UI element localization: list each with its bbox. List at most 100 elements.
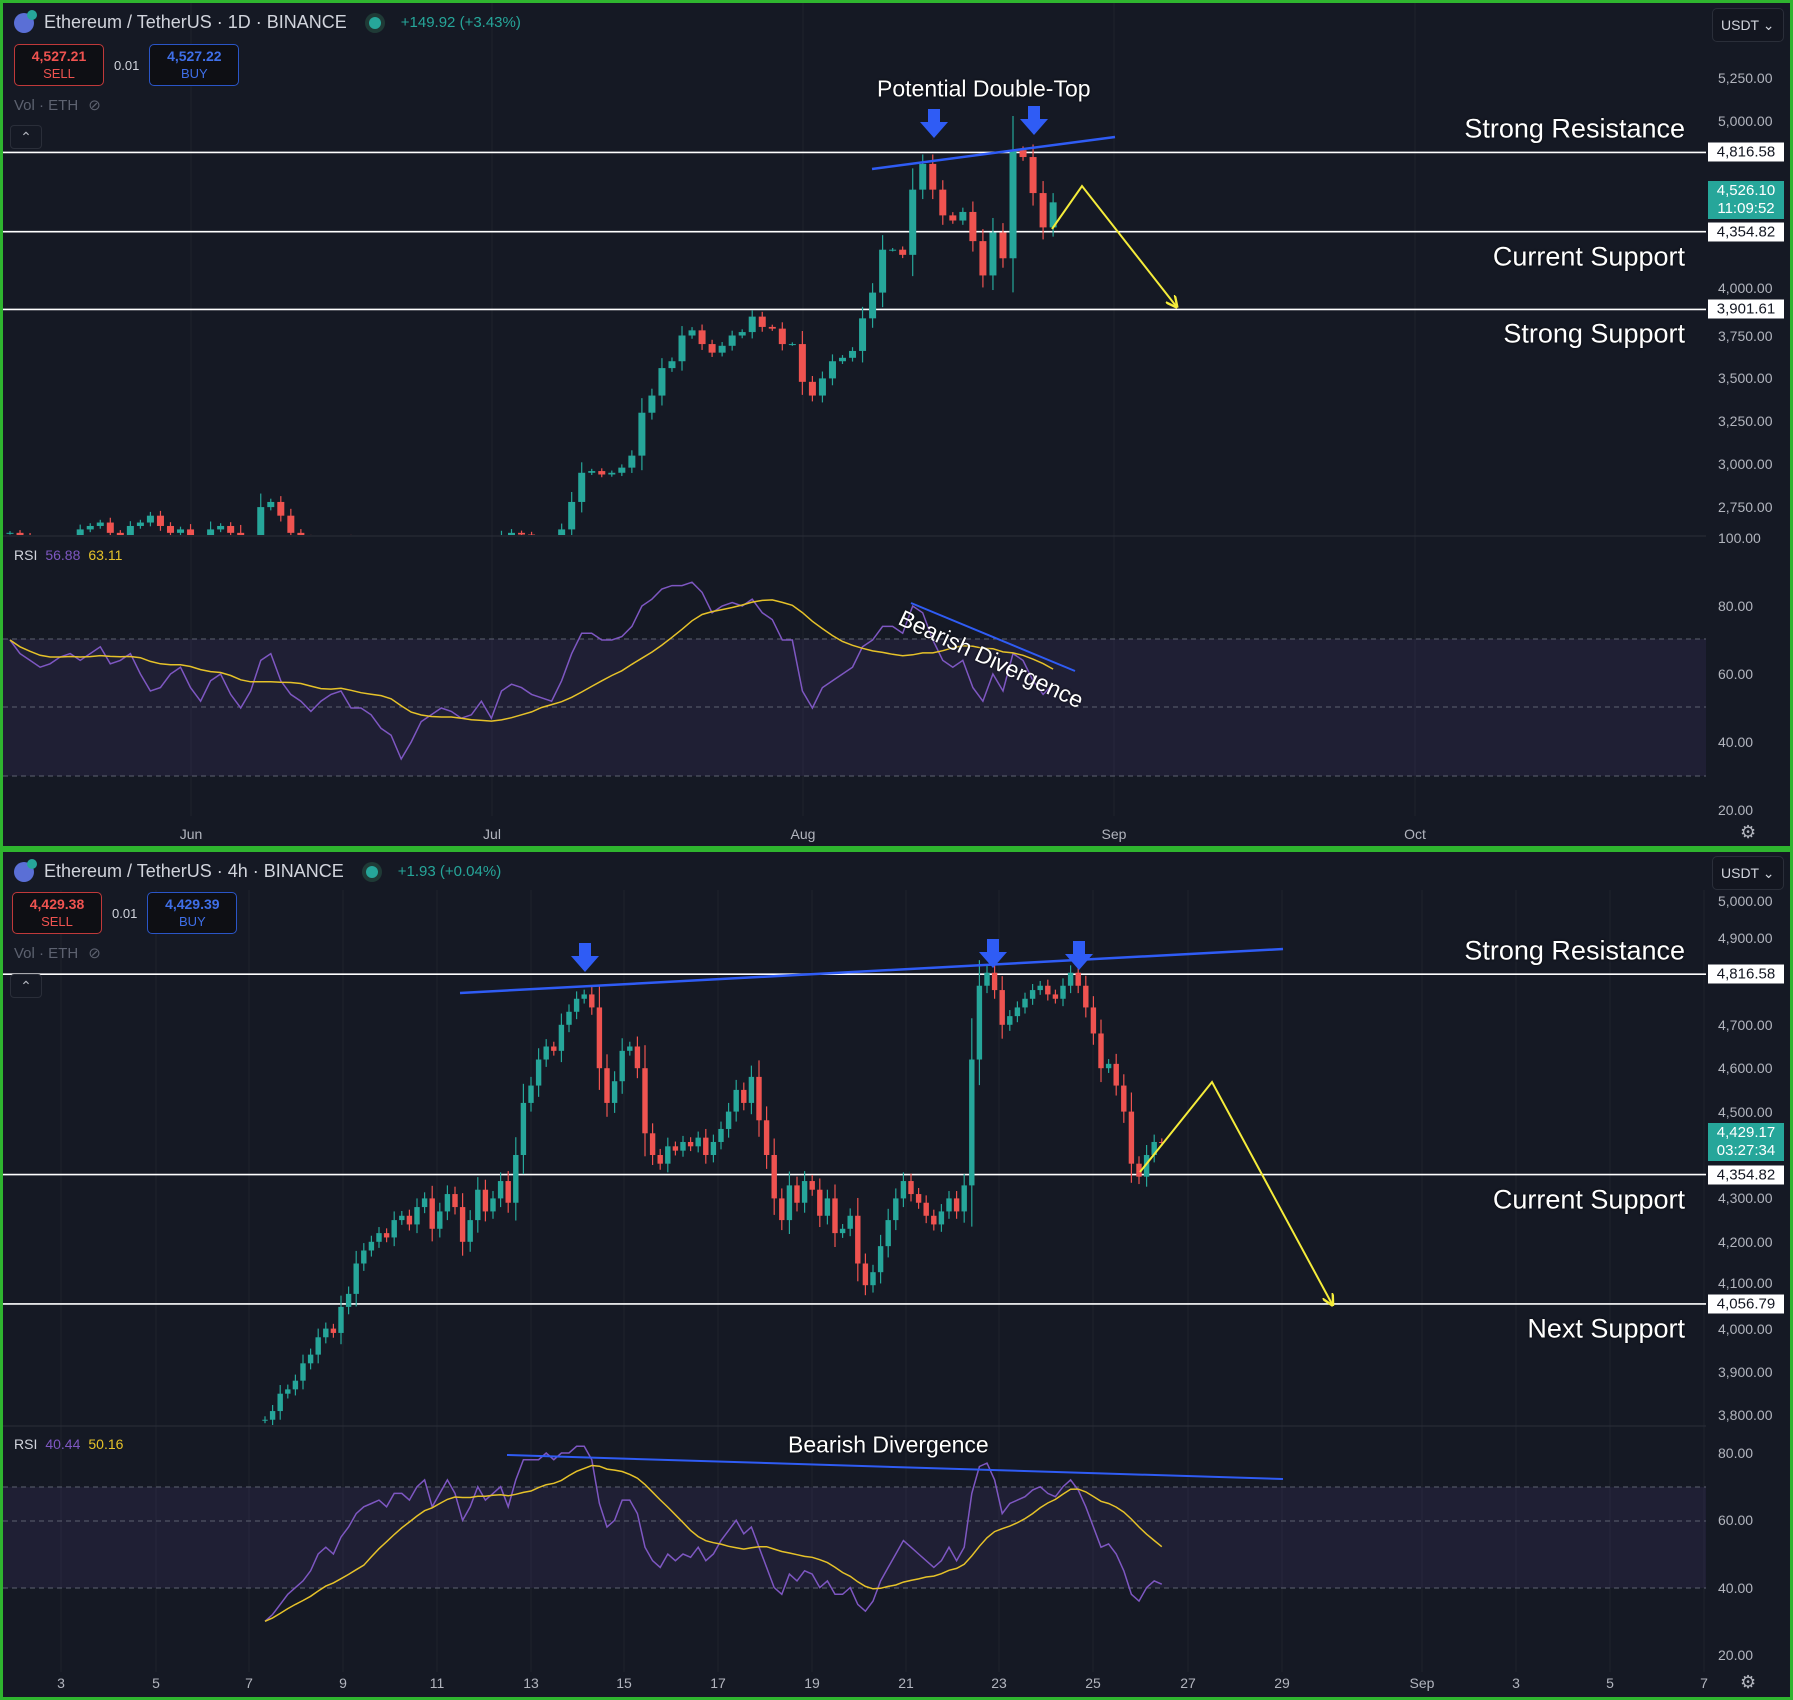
candle-body — [798, 344, 806, 382]
candle — [718, 342, 726, 357]
candle — [452, 1186, 458, 1215]
level-price-label: 4,354.82 — [1708, 222, 1784, 242]
candle-body — [1113, 1063, 1119, 1086]
candle — [327, 540, 334, 549]
sell-button[interactable]: 4,527.21 SELL — [14, 44, 104, 86]
candle — [976, 960, 983, 1086]
candle — [497, 1172, 504, 1208]
candle-body — [1022, 998, 1028, 1008]
candle — [869, 283, 877, 328]
eye-hidden-icon[interactable]: ⊘ — [88, 97, 101, 114]
candle-body — [528, 534, 536, 535]
candle — [703, 1128, 709, 1164]
candle-body — [1136, 1163, 1142, 1177]
symbol-title: Ethereum / TetherUS · 1D · BINANCE — [44, 12, 347, 32]
candle-body — [467, 1220, 473, 1242]
candle-body — [418, 564, 425, 585]
candle — [429, 1185, 435, 1242]
candle-body — [568, 501, 576, 530]
candle — [448, 551, 455, 560]
candle — [979, 229, 987, 288]
candle — [361, 1243, 367, 1271]
candle-body — [786, 1185, 793, 1221]
candle — [771, 1138, 777, 1215]
candle-body — [862, 1263, 869, 1286]
collapse-button[interactable]: ⌃ — [10, 974, 42, 998]
time-axis-label: 7 — [1700, 1675, 1708, 1691]
candle-body — [818, 378, 826, 396]
candle-body — [478, 550, 485, 560]
candle — [779, 1188, 785, 1231]
candle — [285, 1384, 291, 1399]
symbol-header[interactable]: Ethereum / TetherUS · 4h · BINANCE +1.93… — [14, 858, 501, 882]
candle — [859, 306, 867, 363]
candle-body — [217, 525, 225, 530]
daily-chart-pane[interactable] — [3, 3, 1790, 846]
price-axis-label: 3,900.00 — [1718, 1364, 1773, 1380]
sell-button[interactable]: 4,429.38 SELL — [12, 892, 102, 934]
rsi-axis-label: 40.00 — [1718, 734, 1754, 750]
candle — [528, 1076, 534, 1112]
candle — [475, 1177, 481, 1233]
time-axis-label: Aug — [790, 826, 816, 842]
time-axis-label: Oct — [1404, 826, 1426, 842]
currency-select[interactable]: USDT ⌄ — [1712, 856, 1784, 890]
candle-body — [348, 540, 355, 550]
candle-body — [146, 515, 154, 523]
candle-body — [618, 467, 626, 473]
candle — [596, 985, 603, 1090]
buy-button[interactable]: 4,429.39 BUY — [147, 892, 238, 934]
candle — [310, 534, 312, 535]
candle-body — [589, 994, 595, 1008]
candle — [300, 1354, 306, 1390]
candle — [287, 508, 295, 535]
candle — [642, 1045, 648, 1157]
down-arrow-icon — [571, 943, 599, 972]
price-axis-label: 3,500.00 — [1718, 370, 1773, 387]
4h-candles — [262, 960, 1165, 1425]
candle-body — [778, 328, 786, 345]
candle — [388, 561, 395, 570]
candle-body — [738, 332, 746, 336]
candle — [809, 1174, 815, 1196]
settings-icon[interactable]: ⚙ — [1740, 822, 1757, 842]
candle — [535, 1048, 542, 1097]
candle-body — [619, 1050, 625, 1082]
buy-button[interactable]: 4,527.22 BUY — [149, 44, 240, 86]
candle-body — [900, 1181, 907, 1199]
candle-body — [490, 1198, 496, 1212]
candle-body — [741, 1089, 747, 1103]
rsi-axis-label: 80.00 — [1718, 598, 1754, 614]
settings-icon[interactable]: ⚙ — [1740, 1672, 1757, 1692]
candle — [391, 1211, 397, 1247]
daily-candles — [6, 116, 1057, 603]
candle — [573, 991, 580, 1020]
candle — [398, 558, 405, 603]
symbol-title: Ethereum / TetherUS · 4h · BINANCE — [44, 861, 344, 881]
candle-body — [877, 1246, 884, 1273]
candle — [126, 521, 134, 535]
grid-lines — [3, 3, 1706, 1672]
candle — [756, 1060, 762, 1137]
time-axis-label: 19 — [804, 1675, 820, 1691]
eye-hidden-icon[interactable]: ⊘ — [88, 945, 101, 962]
candle-body — [1090, 1007, 1097, 1034]
candle — [763, 1106, 770, 1169]
collapse-button[interactable]: ⌃ — [10, 125, 42, 149]
rsi-label: RSI — [14, 547, 38, 563]
candle-body — [748, 1076, 755, 1103]
4h-chart-pane[interactable] — [3, 852, 1790, 1697]
candle-body — [488, 550, 495, 564]
candle-body — [959, 211, 967, 221]
candle-body — [27, 536, 34, 541]
price-axis-label: 4,000.00 — [1718, 1320, 1773, 1337]
time-axis-label: 3 — [57, 1675, 65, 1691]
currency-select[interactable]: USDT ⌄ — [1712, 8, 1784, 42]
price-axis-label: 4,200.00 — [1718, 1233, 1773, 1250]
candle-body — [710, 1141, 717, 1155]
candle — [197, 537, 204, 554]
candle-body — [758, 316, 766, 327]
candle-body — [1075, 972, 1081, 986]
symbol-header[interactable]: Ethereum / TetherUS · 1D · BINANCE +149.… — [14, 9, 521, 33]
